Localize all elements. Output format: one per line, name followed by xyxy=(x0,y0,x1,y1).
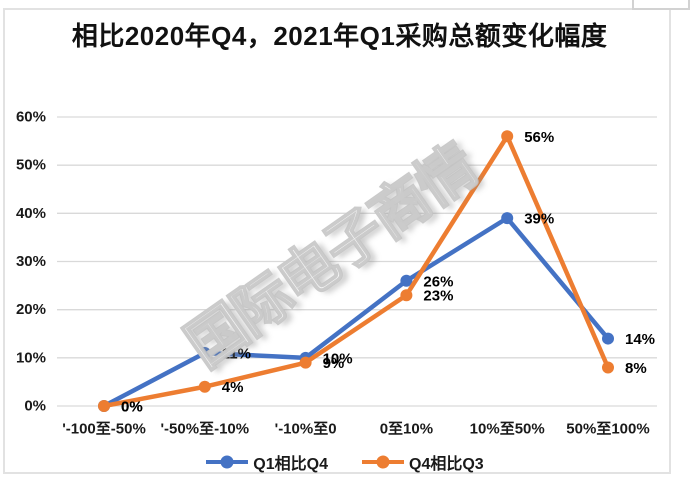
data-point-marker xyxy=(602,332,614,345)
y-axis-tick-label: 50% xyxy=(16,157,46,174)
x-axis-category-label: 10%至50% xyxy=(470,421,545,438)
cropped-ui-fragment xyxy=(632,0,690,10)
legend-label: Q1相比Q4 xyxy=(253,456,328,473)
series-line-q1-vs-q4 xyxy=(101,215,611,409)
data-point-label: 11% xyxy=(222,346,251,363)
data-point-label: 10% xyxy=(323,350,353,367)
data-point-marker xyxy=(400,289,413,302)
legend-line-marker-icon xyxy=(362,455,404,469)
y-axis-tick-label: 30% xyxy=(16,253,46,270)
x-axis-category-label: '-50%至-10% xyxy=(160,421,249,438)
data-point-marker xyxy=(198,347,211,360)
x-axis-category-label: '-100至-50% xyxy=(62,421,146,438)
data-point-label: 9% xyxy=(323,355,345,372)
data-point-label: 39% xyxy=(524,211,554,228)
data-point-marker xyxy=(98,400,110,412)
data-point-marker xyxy=(299,356,312,369)
y-axis-tick-label: 0% xyxy=(24,398,46,415)
data-point-marker xyxy=(602,361,614,374)
chart-frame xyxy=(3,8,671,474)
data-point-marker xyxy=(400,274,413,287)
legend-item-q1-vs-q4: Q1相比Q4 xyxy=(206,450,328,474)
legend-item-q4-vs-q3: Q4相比Q3 xyxy=(362,450,484,474)
y-axis-tick-label: 20% xyxy=(16,301,46,318)
chart-legend: Q1相比Q4 Q4相比Q3 xyxy=(0,450,690,474)
data-point-label: 56% xyxy=(524,129,554,146)
x-axis-category-label: 50%至100% xyxy=(566,421,649,438)
y-axis-tick-label: 40% xyxy=(16,205,46,222)
y-axis-tick-label: 10% xyxy=(16,349,46,366)
legend-line-marker-icon xyxy=(206,455,249,469)
x-axis-category-label: 0至10% xyxy=(380,421,433,438)
data-point-label: 0% xyxy=(121,399,143,416)
data-point-marker xyxy=(198,380,211,393)
data-point-marker xyxy=(501,130,514,143)
data-point-label: 23% xyxy=(423,288,453,305)
data-point-label: 26% xyxy=(423,273,453,290)
x-axis-category-label: '-10%至0 xyxy=(275,421,337,438)
data-point-label: 14% xyxy=(625,331,655,348)
legend-label: Q4相比Q3 xyxy=(409,456,484,473)
data-point-marker xyxy=(501,212,514,225)
series-line-q4-vs-q3 xyxy=(101,134,611,409)
data-point-label: 8% xyxy=(625,360,647,377)
chart-title: 相比2020年Q4，2021年Q1采购总额变化幅度 xyxy=(71,21,608,51)
data-point-label: 0% xyxy=(121,399,143,416)
y-axis-tick-label: 60% xyxy=(16,109,46,126)
data-point-label: 4% xyxy=(222,379,244,396)
